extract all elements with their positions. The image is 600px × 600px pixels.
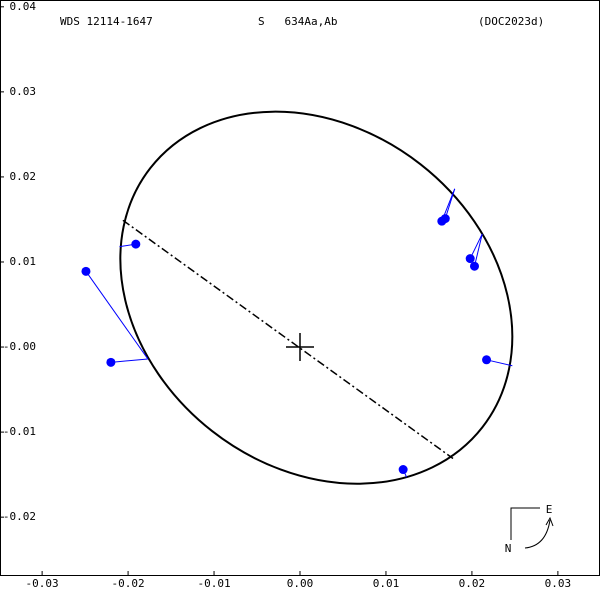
observation <box>482 355 492 365</box>
residual <box>444 188 456 219</box>
x-tick-label: 0.03 <box>545 577 572 590</box>
header-ref: (DOC2023d) <box>478 15 544 28</box>
residual <box>85 271 149 360</box>
x-tick-label: -0.03 <box>26 577 59 590</box>
compass-north: N <box>505 542 512 555</box>
compass <box>510 507 540 540</box>
residual <box>474 233 483 267</box>
y-tick-label: 0.04 <box>10 0 37 13</box>
line-of-nodes <box>122 219 454 460</box>
residual <box>469 233 483 259</box>
y-tick-label: -0.00 <box>3 340 36 353</box>
observation <box>440 214 450 224</box>
observation <box>131 239 141 249</box>
y-tick-label: 0.03 <box>10 85 37 98</box>
frame <box>0 0 600 576</box>
header-id: WDS 12114-1647 <box>60 15 153 28</box>
compass-east: E <box>546 503 553 516</box>
residual <box>110 358 148 363</box>
x-tick-label: 0.01 <box>373 577 400 590</box>
y-tick-label: 0.01 <box>10 255 37 268</box>
header-pair: S 634Aa,Ab <box>258 15 337 28</box>
observation <box>106 357 116 367</box>
orbit <box>119 110 514 485</box>
observation <box>398 465 408 475</box>
y-tick-label: 0.02 <box>10 170 37 183</box>
observation <box>81 266 91 276</box>
y-tick-label: -0.02 <box>3 510 36 523</box>
x-tick-label: 0.02 <box>459 577 486 590</box>
compass-arrow <box>545 516 554 527</box>
x-tick-label: -0.01 <box>197 577 230 590</box>
x-tick-label: 0.00 <box>287 577 314 590</box>
compass-arrow <box>524 519 551 549</box>
observation <box>465 254 475 264</box>
y-tick-label: -0.01 <box>3 425 36 438</box>
observation <box>469 261 479 271</box>
x-tick-label: -0.02 <box>112 577 145 590</box>
